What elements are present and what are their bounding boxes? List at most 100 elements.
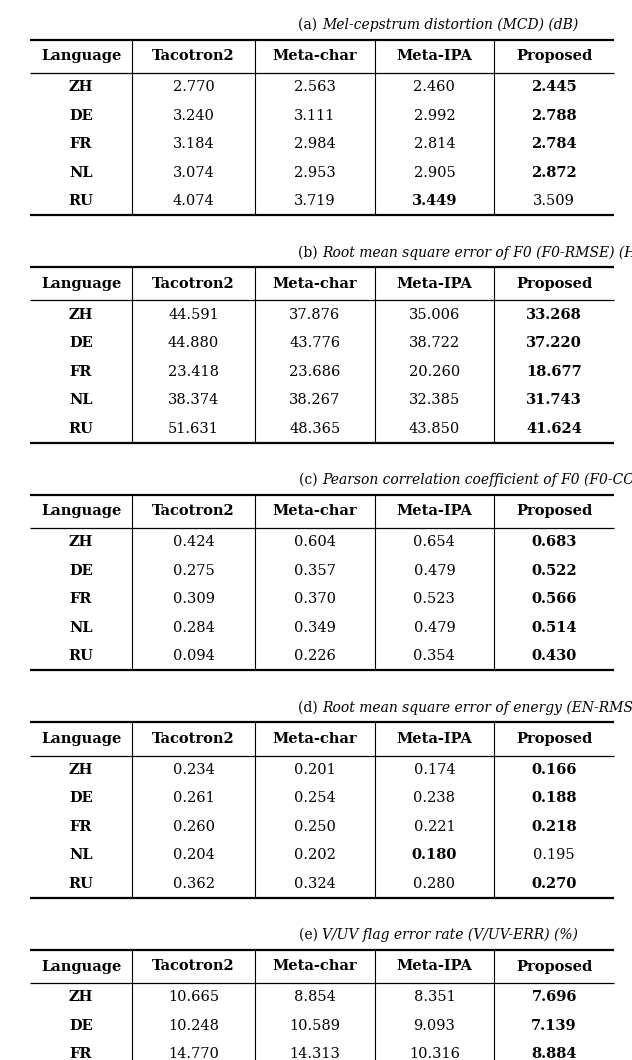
Text: Meta-IPA: Meta-IPA [396, 959, 472, 973]
Text: RU: RU [69, 422, 94, 436]
Text: 44.880: 44.880 [168, 336, 219, 350]
Text: ZH: ZH [69, 990, 94, 1004]
Text: 0.201: 0.201 [294, 763, 336, 777]
Text: 14.770: 14.770 [168, 1047, 219, 1060]
Text: Tacotron2: Tacotron2 [152, 959, 235, 973]
Text: 0.238: 0.238 [413, 791, 456, 806]
Text: 3.111: 3.111 [294, 109, 336, 123]
Text: ZH: ZH [69, 763, 94, 777]
Text: NL: NL [70, 165, 93, 180]
Text: 8.854: 8.854 [294, 990, 336, 1004]
Text: FR: FR [70, 365, 92, 378]
Text: 2.460: 2.460 [413, 81, 456, 94]
Text: 2.445: 2.445 [532, 81, 577, 94]
Text: FR: FR [70, 819, 92, 834]
Text: 3.184: 3.184 [173, 137, 214, 152]
Text: 8.884: 8.884 [532, 1047, 577, 1060]
Text: FR: FR [70, 1047, 92, 1060]
Text: FR: FR [70, 593, 92, 606]
Text: Root mean square error of energy (EN-RMSE) (Hz): Root mean square error of energy (EN-RMS… [322, 701, 632, 714]
Text: 38.722: 38.722 [409, 336, 460, 350]
Text: 37.876: 37.876 [289, 307, 340, 322]
Text: NL: NL [70, 848, 93, 862]
Text: 10.248: 10.248 [168, 1019, 219, 1032]
Text: 0.260: 0.260 [173, 819, 214, 834]
Text: DE: DE [70, 1019, 93, 1032]
Text: 0.309: 0.309 [173, 593, 214, 606]
Text: 0.221: 0.221 [413, 819, 455, 834]
Text: 0.479: 0.479 [413, 564, 455, 578]
Text: 7.696: 7.696 [532, 990, 577, 1004]
Text: Meta-IPA: Meta-IPA [396, 505, 472, 518]
Text: 4.074: 4.074 [173, 194, 214, 208]
Text: Root mean square error of F0 (F0-RMSE) (Hz): Root mean square error of F0 (F0-RMSE) (… [322, 245, 632, 260]
Text: 2.984: 2.984 [294, 137, 336, 152]
Text: Language: Language [41, 277, 121, 292]
Text: 44.591: 44.591 [168, 307, 219, 322]
Text: ZH: ZH [69, 307, 94, 322]
Text: 10.665: 10.665 [168, 990, 219, 1004]
Text: 0.479: 0.479 [413, 621, 455, 635]
Text: Meta-char: Meta-char [272, 50, 357, 64]
Text: 7.139: 7.139 [532, 1019, 577, 1032]
Text: Meta-char: Meta-char [272, 732, 357, 746]
Text: 43.850: 43.850 [409, 422, 460, 436]
Text: 0.254: 0.254 [294, 791, 336, 806]
Text: Tacotron2: Tacotron2 [152, 505, 235, 518]
Text: Meta-IPA: Meta-IPA [396, 732, 472, 746]
Text: Language: Language [41, 959, 121, 973]
Text: Tacotron2: Tacotron2 [152, 277, 235, 292]
Text: Language: Language [41, 50, 121, 64]
Text: 0.174: 0.174 [413, 763, 455, 777]
Text: 0.349: 0.349 [294, 621, 336, 635]
Text: 31.743: 31.743 [526, 393, 582, 407]
Text: Language: Language [41, 732, 121, 746]
Text: 0.566: 0.566 [532, 593, 577, 606]
Text: Proposed: Proposed [516, 277, 592, 292]
Text: Proposed: Proposed [516, 732, 592, 746]
Text: 0.226: 0.226 [294, 649, 336, 664]
Text: 2.788: 2.788 [532, 109, 577, 123]
Text: 10.589: 10.589 [289, 1019, 340, 1032]
Text: 38.267: 38.267 [289, 393, 340, 407]
Text: 41.624: 41.624 [526, 422, 582, 436]
Text: 2.992: 2.992 [413, 109, 455, 123]
Text: ZH: ZH [69, 81, 94, 94]
Text: 0.362: 0.362 [173, 877, 214, 890]
Text: (e): (e) [299, 928, 322, 942]
Text: 0.166: 0.166 [532, 763, 577, 777]
Text: 0.202: 0.202 [294, 848, 336, 862]
Text: 0.354: 0.354 [413, 649, 456, 664]
Text: NL: NL [70, 621, 93, 635]
Text: Meta-char: Meta-char [272, 277, 357, 292]
Text: RU: RU [69, 877, 94, 890]
Text: Meta-IPA: Meta-IPA [396, 277, 472, 292]
Text: 0.683: 0.683 [532, 535, 577, 549]
Text: 23.686: 23.686 [289, 365, 341, 378]
Text: 10.316: 10.316 [409, 1047, 460, 1060]
Text: 2.563: 2.563 [294, 81, 336, 94]
Text: 0.523: 0.523 [413, 593, 456, 606]
Text: 2.784: 2.784 [532, 137, 577, 152]
Text: NL: NL [70, 393, 93, 407]
Text: 0.357: 0.357 [294, 564, 336, 578]
Text: 3.719: 3.719 [294, 194, 336, 208]
Text: Tacotron2: Tacotron2 [152, 732, 235, 746]
Text: 0.275: 0.275 [173, 564, 214, 578]
Text: Proposed: Proposed [516, 959, 592, 973]
Text: 0.430: 0.430 [532, 649, 577, 664]
Text: Proposed: Proposed [516, 505, 592, 518]
Text: (c): (c) [299, 473, 322, 487]
Text: Meta-IPA: Meta-IPA [396, 50, 472, 64]
Text: Mel-cepstrum distortion (MCD) (dB): Mel-cepstrum distortion (MCD) (dB) [322, 18, 578, 32]
Text: 18.677: 18.677 [526, 365, 582, 378]
Text: 0.514: 0.514 [532, 621, 577, 635]
Text: 0.324: 0.324 [294, 877, 336, 890]
Text: 3.074: 3.074 [173, 165, 214, 180]
Text: 0.370: 0.370 [294, 593, 336, 606]
Text: 0.218: 0.218 [532, 819, 577, 834]
Text: 2.872: 2.872 [532, 165, 577, 180]
Text: 14.313: 14.313 [289, 1047, 340, 1060]
Text: 0.604: 0.604 [294, 535, 336, 549]
Text: V/UV flag error rate (V/UV-ERR) (%): V/UV flag error rate (V/UV-ERR) (%) [322, 928, 578, 942]
